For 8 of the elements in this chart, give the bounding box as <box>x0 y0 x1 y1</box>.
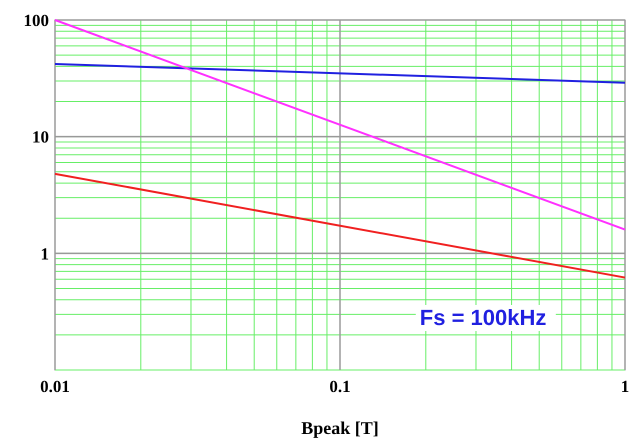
annotation: Fs = 100kHz <box>420 305 546 330</box>
x-tick-label: 1 <box>620 377 630 396</box>
y-tick-label: 10 <box>32 128 49 147</box>
y-tick-label: 1 <box>40 244 49 264</box>
x-tick-label: 0.1 <box>329 377 351 396</box>
x-tick-label: 0.01 <box>40 377 70 396</box>
y-tick-label: 100 <box>24 11 49 30</box>
x-axis-title: Bpeak [T] <box>301 418 379 438</box>
